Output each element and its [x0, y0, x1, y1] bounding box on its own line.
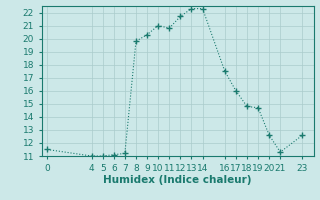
- X-axis label: Humidex (Indice chaleur): Humidex (Indice chaleur): [103, 175, 252, 185]
